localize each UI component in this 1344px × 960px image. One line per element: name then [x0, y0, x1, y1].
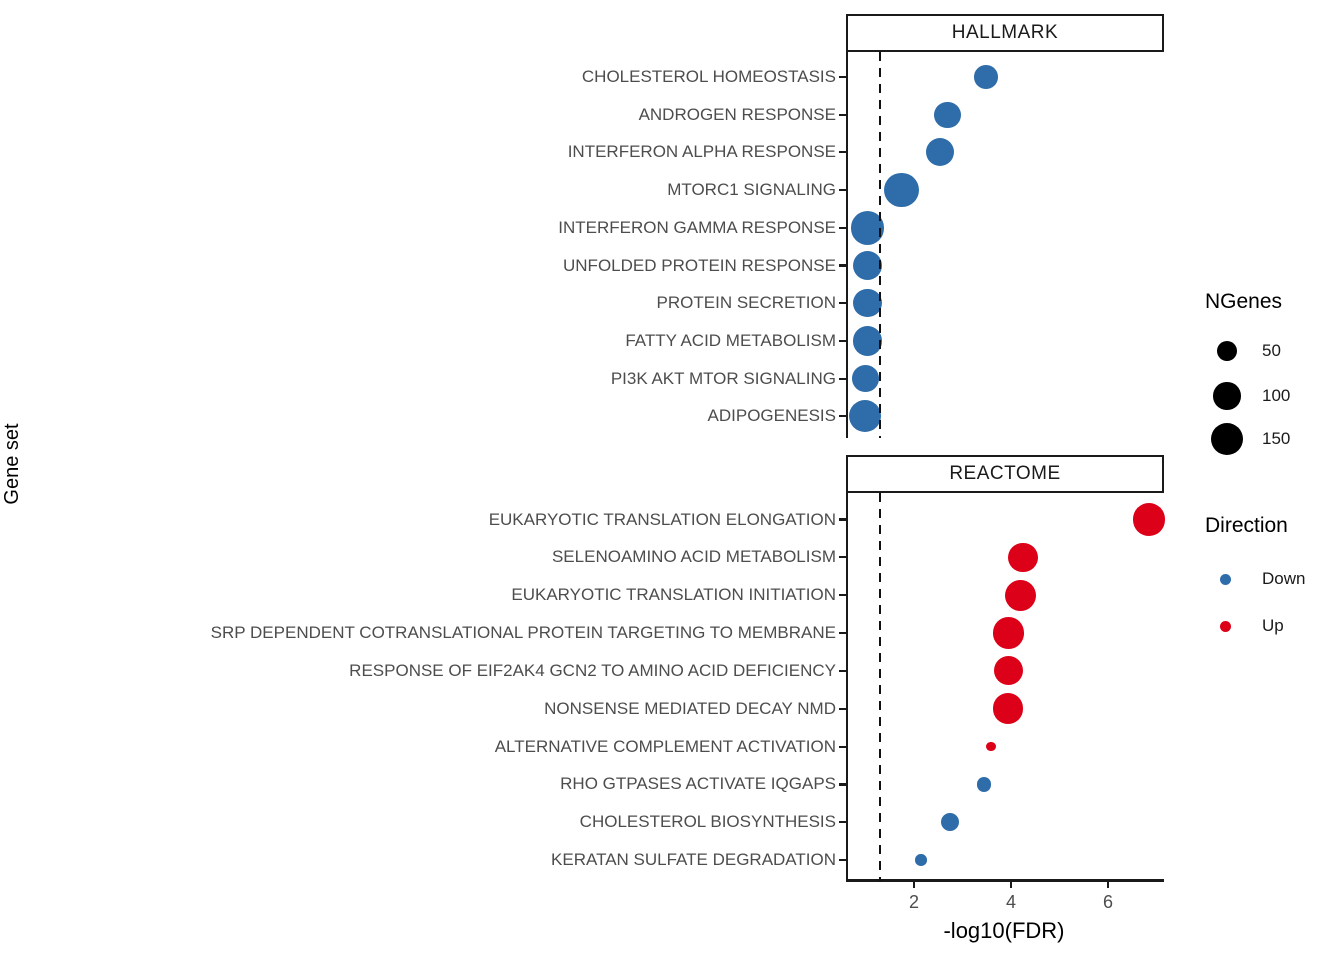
x-axis-tick-label: 4 — [1005, 892, 1016, 912]
y-axis-label: PI3K AKT MTOR SIGNALING — [610, 368, 836, 388]
direction-legend-label: Down — [1262, 569, 1306, 588]
facet-strip-label: HALLMARK — [951, 22, 1059, 43]
fdr-threshold-line — [878, 493, 882, 881]
y-axis-label: ALTERNATIVE COMPLEMENT ACTIVATION — [494, 736, 836, 756]
y-axis-tick — [839, 415, 846, 418]
x-axis-tick-label: 2 — [908, 892, 919, 912]
data-point — [852, 250, 883, 281]
y-axis-title: Gene set — [1, 423, 23, 505]
direction-legend-dot — [1219, 620, 1231, 632]
y-axis-tick — [839, 745, 846, 748]
data-point — [992, 617, 1024, 649]
y-axis-tick — [839, 151, 846, 154]
data-point — [853, 289, 882, 318]
ngenes-legend-title: NGenes — [1205, 290, 1283, 313]
data-point — [926, 138, 955, 167]
x-axis-line — [846, 879, 1164, 882]
y-axis-tick — [839, 859, 846, 862]
y-axis-label: UNFOLDED PROTEIN RESPONSE — [563, 255, 836, 275]
y-axis-tick — [839, 518, 846, 521]
fdr-threshold-line — [878, 52, 882, 438]
y-axis-tick — [839, 556, 846, 559]
data-point — [851, 365, 879, 393]
x-axis-title: -log10(FDR) — [943, 918, 1065, 943]
y-axis-tick — [839, 302, 846, 305]
y-axis-tick — [839, 189, 846, 192]
y-axis-tick — [839, 669, 846, 672]
facet-strip-hallmark: HALLMARK — [846, 14, 1164, 52]
y-axis-tick — [839, 226, 846, 229]
y-axis-label: ANDROGEN RESPONSE — [638, 104, 836, 124]
y-axis-label: ADIPOGENESIS — [707, 406, 836, 426]
x-axis-tick — [1009, 881, 1013, 888]
data-point — [915, 854, 927, 866]
data-point — [884, 172, 919, 208]
direction-legend-title: Direction — [1205, 514, 1288, 537]
y-axis-label: EUKARYOTIC TRANSLATION INITIATION — [511, 585, 836, 605]
y-axis-tick — [839, 75, 846, 79]
y-axis-label: CHOLESTEROL BIOSYNTHESIS — [579, 812, 836, 832]
data-point — [848, 400, 882, 433]
y-axis-label: PROTEIN SECRETION — [656, 293, 836, 313]
y-axis-label: RHO GTPASES ACTIVATE IQGAPS — [560, 774, 836, 794]
ngenes-legend-label: 50 — [1262, 341, 1281, 360]
y-axis-label: FATTY ACID METABOLISM — [625, 330, 836, 350]
facet-strip-reactome: REACTOME — [846, 455, 1164, 493]
panel-hallmark — [846, 52, 1164, 438]
y-axis-tick — [839, 594, 846, 597]
y-axis-label: CHOLESTEROL HOMEOSTASIS — [581, 67, 836, 86]
panel-reactome — [846, 493, 1165, 881]
x-axis-tick — [1106, 881, 1110, 888]
facet-strip-label: REACTOME — [949, 463, 1061, 484]
data-point — [986, 741, 996, 752]
y-axis-label: INTERFERON ALPHA RESPONSE — [567, 142, 836, 162]
data-point — [1132, 503, 1165, 536]
y-axis-tick — [839, 113, 846, 116]
x-axis-tick-label: 6 — [1102, 892, 1113, 912]
data-point — [976, 777, 992, 792]
ngenes-legend-label: 100 — [1262, 386, 1291, 405]
ngenes-legend-dot — [1213, 382, 1241, 410]
y-axis-tick — [839, 377, 846, 380]
data-point — [1004, 579, 1036, 611]
y-axis-tick — [839, 631, 846, 635]
y-axis-tick — [839, 264, 846, 267]
data-point — [1007, 542, 1038, 573]
y-axis-label: KERATAN SULFATE DEGRADATION — [551, 850, 836, 870]
data-point — [974, 65, 999, 89]
data-point — [850, 210, 885, 245]
y-axis-label: INTERFERON GAMMA RESPONSE — [558, 217, 836, 237]
ngenes-legend-dot — [1210, 422, 1244, 456]
y-axis-label: EUKARYOTIC TRANSLATION ELONGATION — [488, 509, 836, 529]
y-axis-tick — [839, 339, 846, 342]
data-point — [934, 101, 961, 128]
data-point — [992, 693, 1024, 725]
ngenes-legend-label: 150 — [1262, 429, 1291, 448]
y-axis-label: MTORC1 SIGNALING — [667, 180, 836, 200]
x-axis-tick — [912, 881, 916, 888]
data-point — [852, 326, 883, 356]
y-axis-tick — [839, 821, 846, 824]
y-axis-label: SELENOAMINO ACID METABOLISM — [551, 547, 836, 567]
direction-legend-dot — [1219, 573, 1231, 585]
y-axis-label: SRP DEPENDENT COTRANSLATIONAL PROTEIN TA… — [210, 623, 836, 643]
data-point — [940, 813, 959, 832]
direction-legend-label: Up — [1262, 616, 1284, 635]
y-axis-label: RESPONSE OF EIF2AK4 GCN2 TO AMINO ACID D… — [349, 660, 836, 680]
data-point — [993, 656, 1023, 686]
y-axis-tick — [839, 783, 846, 786]
y-axis-label: NONSENSE MEDIATED DECAY NMD — [544, 698, 836, 718]
y-axis-tick — [839, 707, 846, 710]
ngenes-legend-dot — [1216, 340, 1238, 362]
